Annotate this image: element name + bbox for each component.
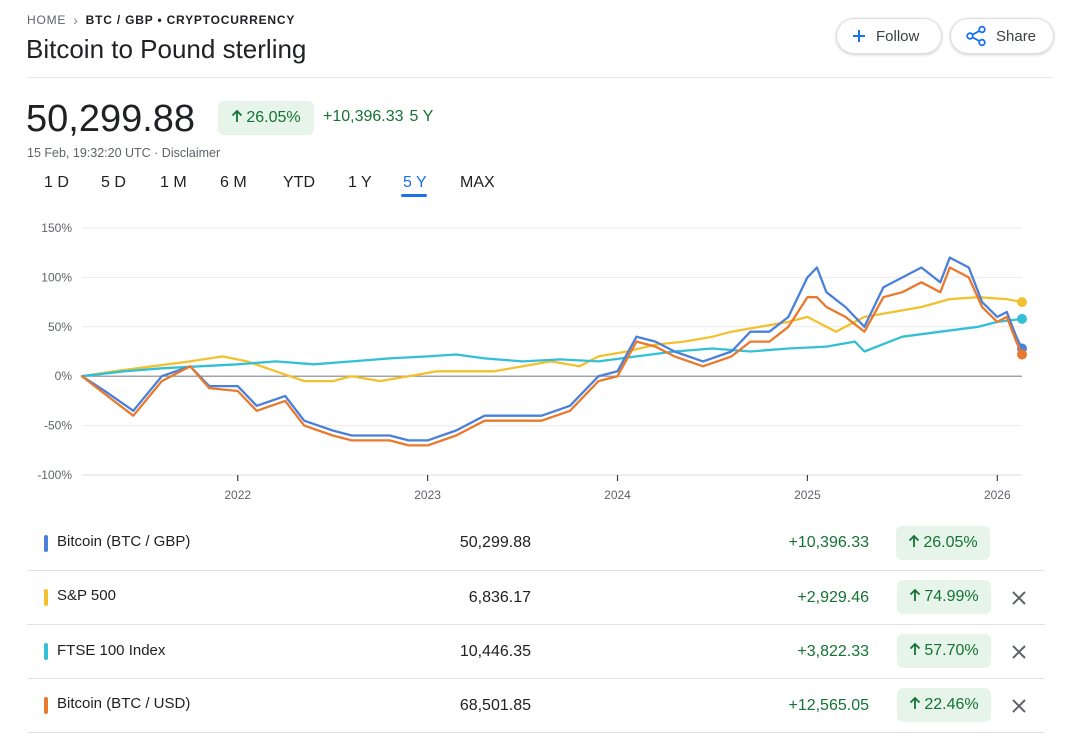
row-price: 68,501.85 [459, 697, 531, 714]
series-endpoint [1017, 313, 1027, 324]
row-change: +10,396.33 [788, 534, 869, 551]
series-line [80, 317, 1024, 378]
comparison-chart[interactable]: 150%100%50%0%-50%-100% 2022 2023 2024 2025 2… [0, 210, 1080, 510]
tab-5d[interactable]: 5 D [101, 174, 126, 191]
active-tab-indicator [401, 194, 427, 197]
tab-1y[interactable]: 1 Y [348, 174, 372, 191]
row-price: 10,446.35 [459, 643, 531, 660]
y-tick-label: 100% [41, 270, 72, 284]
row-percent-chip: 74.99% [897, 580, 991, 614]
x-tick-label: 2023 [414, 488, 441, 502]
table-row[interactable]: FTSE 100 Index 10,446.35 +3,822.33 57.70… [27, 625, 1045, 679]
y-axis: 150% 100% 50% 0% -50% -100% [37, 221, 72, 482]
arrow-up-icon [909, 696, 921, 715]
x-tick-label: 2024 [604, 488, 631, 502]
row-name: Bitcoin (BTC / USD) [57, 695, 191, 712]
series-line [80, 296, 1024, 383]
tab-1d[interactable]: 1 D [44, 174, 69, 191]
share-label: Share [996, 27, 1037, 45]
series-line [80, 266, 1024, 447]
row-percent-chip: 26.05% [896, 526, 990, 560]
breadcrumb-home-link[interactable]: HOME [27, 13, 67, 27]
arrow-up-icon [909, 588, 921, 607]
chart-series [80, 256, 1027, 447]
row-price: 6,836.17 [468, 589, 531, 606]
row-divider [27, 570, 1045, 571]
series-line [80, 256, 1024, 442]
tab-ytd[interactable]: YTD [283, 174, 315, 191]
arrow-up-icon [909, 642, 921, 661]
row-percent: 26.05% [923, 534, 978, 551]
x-tick-label: 2022 [224, 488, 251, 502]
x-axis: 2022 2023 2024 2025 2026 [82, 474, 1022, 502]
change-period: 5 Y [409, 108, 434, 125]
series-swatch [44, 589, 48, 606]
share-button[interactable]: Share [950, 18, 1054, 54]
y-tick-label: 150% [41, 221, 72, 235]
series-swatch [44, 535, 48, 552]
row-percent-chip: 57.70% [897, 634, 991, 668]
tab-1m[interactable]: 1 M [160, 174, 187, 191]
change-value: +10,396.33 [323, 108, 404, 125]
series-endpoint [1017, 349, 1027, 360]
tab-5y[interactable]: 5 Y [403, 174, 427, 191]
chevron-right-icon: › [73, 12, 79, 28]
row-divider [27, 732, 1045, 733]
close-icon [1012, 591, 1026, 605]
page-title: Bitcoin to Pound sterling [26, 34, 307, 64]
y-tick-label: 0% [55, 369, 73, 383]
share-icon [965, 25, 987, 47]
remove-comparison-button[interactable] [1009, 696, 1029, 716]
y-tick-label: -100% [37, 468, 72, 482]
close-icon [1012, 699, 1026, 713]
x-tick-label: 2025 [794, 488, 821, 502]
row-change: +12,565.05 [788, 697, 869, 714]
row-percent: 74.99% [924, 588, 979, 605]
series-swatch [44, 697, 48, 714]
header-divider [27, 77, 1053, 78]
close-icon [1012, 645, 1026, 659]
row-divider [27, 624, 1045, 625]
follow-button[interactable]: Follow [836, 18, 942, 54]
row-name: S&P 500 [57, 587, 116, 604]
row-change: +3,822.33 [797, 643, 869, 660]
remove-comparison-button[interactable] [1009, 642, 1029, 662]
change-percent-chip: 26.05% [218, 101, 314, 135]
tab-6m[interactable]: 6 M [220, 174, 247, 191]
series-endpoint [1017, 297, 1027, 308]
row-price: 50,299.88 [459, 534, 531, 551]
remove-comparison-button[interactable] [1009, 588, 1029, 608]
breadcrumb: HOME › BTC / GBP • CRYPTOCURRENCY [27, 12, 295, 28]
plus-icon [851, 28, 867, 44]
x-tick-label: 2026 [984, 488, 1011, 502]
range-tabs: 1 D 5 D 1 M 6 M YTD 1 Y 5 Y MAX [0, 174, 1080, 200]
table-row[interactable]: S&P 500 6,836.17 +2,929.46 74.99% [27, 571, 1045, 625]
row-percent: 22.46% [924, 696, 979, 713]
row-name: Bitcoin (BTC / GBP) [57, 533, 191, 550]
table-row[interactable]: Bitcoin (BTC / USD) 68,501.85 +12,565.05… [27, 679, 1045, 733]
change-percent: 26.05% [246, 109, 301, 126]
table-row[interactable]: Bitcoin (BTC / GBP) 50,299.88 +10,396.33… [27, 516, 1045, 570]
follow-label: Follow [876, 27, 920, 45]
row-percent-chip: 22.46% [897, 688, 991, 722]
arrow-up-icon [908, 534, 920, 553]
series-swatch [44, 643, 48, 660]
timestamp: 15 Feb, 19:32:20 UTC · Disclaimer [27, 146, 221, 160]
chart-grid [82, 227, 1022, 476]
row-divider [27, 678, 1045, 679]
change-summary: +10,396.33 5 Y [323, 108, 433, 126]
y-tick-label: -50% [44, 419, 72, 433]
current-price: 50,299.88 [26, 98, 196, 140]
row-change: +2,929.46 [797, 589, 869, 606]
y-tick-label: 50% [48, 320, 72, 334]
arrow-up-icon [231, 109, 243, 128]
row-name: FTSE 100 Index [57, 642, 166, 659]
row-percent: 57.70% [924, 642, 979, 659]
tab-max[interactable]: MAX [460, 174, 495, 191]
breadcrumb-current: BTC / GBP • CRYPTOCURRENCY [85, 13, 296, 27]
